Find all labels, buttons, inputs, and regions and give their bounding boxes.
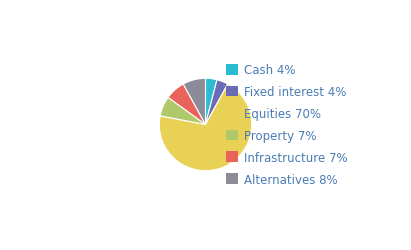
Wedge shape xyxy=(159,85,252,171)
Wedge shape xyxy=(183,79,206,125)
Wedge shape xyxy=(206,80,228,125)
Wedge shape xyxy=(160,98,206,125)
Legend: Cash 4%, Fixed interest 4%, Equities 70%, Property 7%, Infrastructure 7%, Altern: Cash 4%, Fixed interest 4%, Equities 70%… xyxy=(226,64,348,186)
Wedge shape xyxy=(206,79,217,125)
Wedge shape xyxy=(168,85,206,125)
